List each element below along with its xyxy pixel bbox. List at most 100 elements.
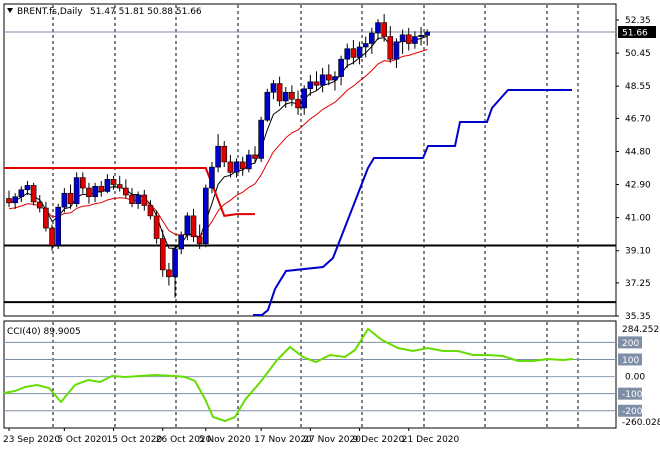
- candle-body: [227, 161, 234, 173]
- candle-body: [301, 88, 308, 109]
- candle-body: [258, 119, 264, 159]
- price-tag-box: [618, 26, 656, 39]
- cci-label: CCI(40) 89.9005: [7, 327, 81, 337]
- candle-body: [184, 215, 191, 236]
- x-tick-label: 27 Nov 2020: [303, 435, 361, 445]
- candle-body: [362, 43, 369, 48]
- candle-body: [295, 98, 301, 109]
- cci-axis-label: -260.028: [622, 418, 660, 428]
- cci-axis-label: -100: [622, 390, 643, 400]
- cci-level-tag: [618, 336, 642, 349]
- y-tick-label: 50.45: [625, 49, 651, 59]
- candle-body: [252, 154, 258, 159]
- x-tick-label: 21 Dec 2020: [402, 435, 460, 445]
- candle-body: [178, 234, 184, 250]
- cci-axis-label: 100: [622, 356, 639, 366]
- candle-body: [203, 187, 209, 245]
- candle-body: [387, 36, 394, 60]
- candle-body: [270, 83, 277, 93]
- x-tick-label: 15 Oct 2020: [107, 435, 163, 445]
- candle-body: [307, 81, 314, 90]
- candle-body: [18, 189, 25, 198]
- candle-body: [393, 41, 400, 60]
- candle-body: [424, 31, 431, 36]
- collapse-triangle-icon[interactable]: [7, 8, 13, 13]
- candle-body: [239, 161, 246, 170]
- candle-body: [159, 238, 166, 271]
- candle-body: [49, 227, 55, 246]
- cci-axis-label: 200: [622, 339, 639, 349]
- candle-body: [369, 32, 375, 44]
- x-tick-label: 9 Dec 2020: [353, 435, 405, 445]
- candle-body: [289, 91, 295, 100]
- candle-body: [412, 36, 418, 44]
- candle-body: [147, 205, 154, 217]
- candle-body: [209, 166, 215, 189]
- y-tick-label: 52.35: [625, 16, 651, 26]
- x-tick-label: 17 Nov 2020: [254, 435, 312, 445]
- candle-body: [123, 187, 129, 196]
- candle-body: [246, 154, 252, 170]
- candle-body: [325, 74, 332, 81]
- x-tick-label: 5 Oct 2020: [57, 435, 107, 445]
- y-tick-label: 35.35: [625, 312, 651, 322]
- candle-body: [86, 187, 92, 198]
- cci-level-tag: [618, 353, 642, 366]
- candle-body: [73, 177, 80, 204]
- candle-body: [264, 91, 271, 121]
- candle-body: [418, 35, 424, 37]
- candle-body: [135, 194, 141, 204]
- candle-body: [196, 236, 203, 245]
- candle-body: [110, 179, 117, 185]
- candle-body: [282, 91, 289, 102]
- candle-body: [80, 177, 86, 189]
- cci-line: [3, 327, 574, 423]
- candle-body: [61, 192, 68, 208]
- candle-body: [276, 83, 283, 102]
- candle-body: [36, 201, 43, 209]
- y-tick-label: 39.10: [625, 247, 651, 257]
- y-tick-label: 41.00: [625, 214, 651, 224]
- candle-body: [338, 58, 344, 77]
- cci-level-tag: [618, 387, 642, 400]
- candle-body: [381, 22, 387, 37]
- candle-body: [55, 206, 62, 246]
- candle-body: [172, 248, 178, 278]
- candle-body: [344, 48, 351, 60]
- candle-body: [116, 184, 123, 189]
- candle-body: [233, 161, 240, 173]
- candle-body: [350, 48, 357, 58]
- upper-stop-line: [4, 167, 255, 218]
- candle-body: [166, 269, 172, 278]
- candle-body: [215, 145, 221, 168]
- lower-stop-line: [253, 89, 572, 316]
- candle-body: [30, 185, 37, 203]
- price-tag-label: 51.66: [622, 29, 648, 39]
- candle-body: [24, 185, 31, 191]
- candle-body: [6, 198, 12, 204]
- cci-level-tag: [618, 404, 642, 417]
- x-tick-label: 5 Nov 2020: [199, 435, 251, 445]
- x-tick-label: 26 Oct 2020: [156, 435, 212, 445]
- candle-body: [313, 81, 320, 86]
- symbol-label: BRENT.fs,Daily: [17, 7, 83, 17]
- y-tick-label: 44.80: [625, 147, 651, 157]
- candle-body: [399, 34, 406, 43]
- candle-body: [12, 196, 18, 204]
- candle-body: [92, 185, 98, 198]
- y-tick-label: 46.70: [625, 114, 651, 124]
- ohlc-readout: 51.47 51.81 50.88 51.66: [90, 7, 202, 17]
- candle-body: [104, 179, 111, 192]
- candle-body: [221, 145, 228, 163]
- y-tick-label: 42.90: [625, 181, 651, 191]
- cci-axis-label: -200: [622, 407, 643, 417]
- candle-body: [319, 74, 326, 86]
- candle-body: [190, 215, 197, 238]
- x-tick-label: 23 Sep 2020: [3, 435, 60, 445]
- candle-body: [356, 46, 363, 58]
- candle-body: [141, 194, 148, 206]
- candle-body: [98, 185, 105, 192]
- y-tick-label: 48.55: [625, 82, 651, 92]
- candle-body: [129, 194, 135, 204]
